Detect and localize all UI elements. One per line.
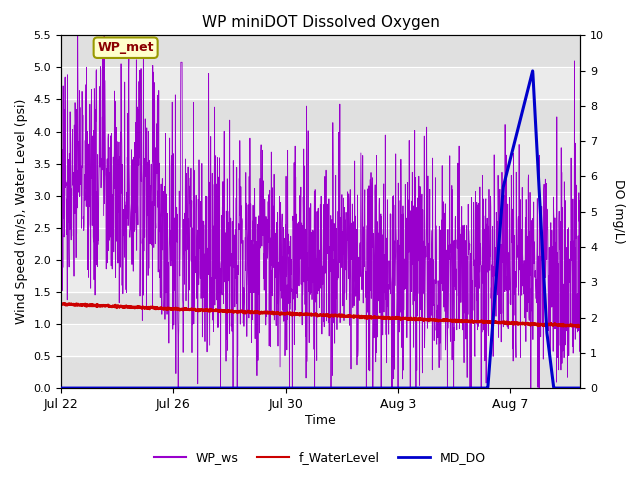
Bar	[61, 292, 580, 324]
X-axis label: Time: Time	[305, 414, 336, 427]
Bar	[61, 67, 580, 99]
Title: WP miniDOT Dissolved Oxygen: WP miniDOT Dissolved Oxygen	[202, 15, 440, 30]
Bar	[61, 132, 580, 164]
Bar	[61, 228, 580, 260]
Y-axis label: DO (mg/L): DO (mg/L)	[612, 180, 625, 244]
Bar	[61, 99, 580, 132]
Bar	[61, 260, 580, 292]
Y-axis label: Wind Speed (m/s), Water Level (psi): Wind Speed (m/s), Water Level (psi)	[15, 99, 28, 324]
Text: WP_met: WP_met	[97, 41, 154, 54]
Bar	[61, 196, 580, 228]
Bar	[61, 356, 580, 388]
Legend: WP_ws, f_WaterLevel, MD_DO: WP_ws, f_WaterLevel, MD_DO	[149, 446, 491, 469]
Bar	[61, 324, 580, 356]
Bar	[61, 164, 580, 196]
Bar	[61, 36, 580, 67]
